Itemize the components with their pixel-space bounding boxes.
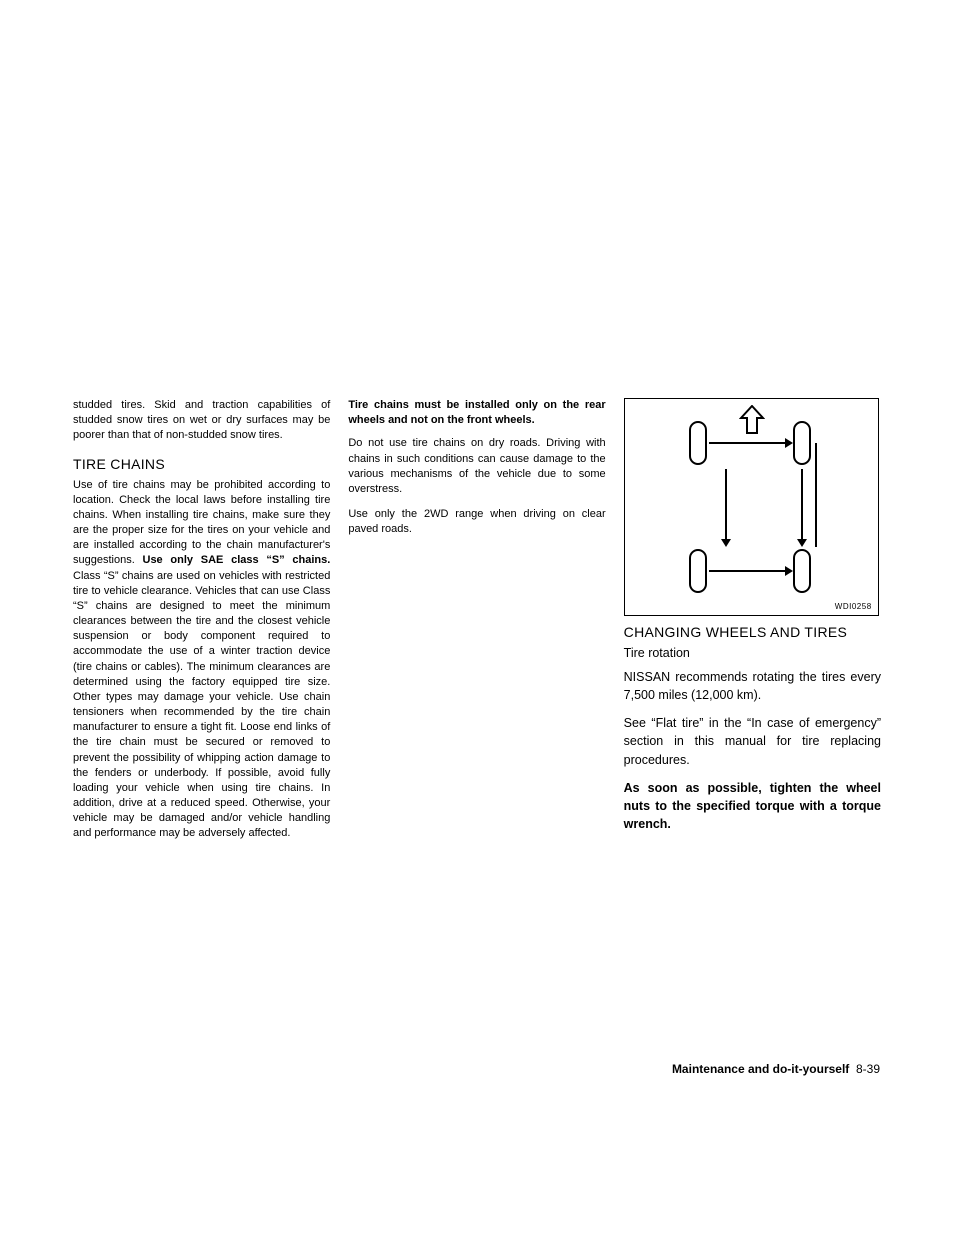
rotation-interval: NISSAN recommends rotating the tires eve… bbox=[624, 668, 881, 704]
dry-roads-paragraph: Do not use tire chains on dry roads. Dri… bbox=[348, 436, 605, 497]
2wd-paragraph: Use only the 2WD range when driving on c… bbox=[348, 507, 605, 537]
tire-chains-body: Use of tire chains may be prohibited acc… bbox=[73, 478, 330, 842]
torque-warning: As soon as possible, tighten the wheel n… bbox=[624, 779, 881, 833]
arrow-rl-rr bbox=[709, 570, 787, 572]
tire-rear-left bbox=[689, 549, 707, 593]
flat-tire-reference: See “Flat tire” in the “In case of emerg… bbox=[624, 714, 881, 768]
column-1: studded tires. Skid and traction capabil… bbox=[73, 398, 330, 852]
column-3: WDI0258 CHANGING WHEELS AND TIRES Tire r… bbox=[624, 398, 881, 852]
tire-rotation-subheading: Tire rotation bbox=[624, 646, 881, 660]
column-2: Tire chains must be installed only on th… bbox=[348, 398, 605, 852]
tire-rotation-diagram: WDI0258 bbox=[624, 398, 879, 616]
body-bold: Use only SAE class “S” chains. bbox=[143, 554, 331, 566]
arrow-cross-vert bbox=[815, 443, 817, 547]
intro-paragraph: studded tires. Skid and traction capabil… bbox=[73, 398, 330, 444]
changing-wheels-heading: CHANGING WHEELS AND TIRES bbox=[624, 624, 881, 640]
arrow-fr-rr bbox=[801, 469, 803, 541]
arrow-fl-fr bbox=[709, 442, 787, 444]
tire-front-left bbox=[689, 421, 707, 465]
rear-wheels-warning: Tire chains must be installed only on th… bbox=[348, 398, 605, 428]
arrow-rl-rr-head bbox=[785, 566, 793, 576]
footer-section: Maintenance and do-it-yourself bbox=[672, 1062, 849, 1076]
figure-code: WDI0258 bbox=[835, 602, 872, 611]
page-content: studded tires. Skid and traction capabil… bbox=[73, 398, 881, 852]
arrow-fr-rr-head bbox=[797, 539, 807, 547]
body-post: Class “S” chains are used on vehicles wi… bbox=[73, 570, 330, 840]
arrow-fl-fr-head bbox=[785, 438, 793, 448]
direction-arrow-icon bbox=[739, 405, 765, 435]
footer-page: 8-39 bbox=[856, 1062, 880, 1076]
tire-chains-heading: TIRE CHAINS bbox=[73, 456, 330, 472]
arrow-fl-rl bbox=[725, 469, 727, 541]
arrow-fl-rl-head bbox=[721, 539, 731, 547]
page-footer: Maintenance and do-it-yourself 8-39 bbox=[672, 1062, 880, 1076]
tire-rear-right bbox=[793, 549, 811, 593]
tire-front-right bbox=[793, 421, 811, 465]
